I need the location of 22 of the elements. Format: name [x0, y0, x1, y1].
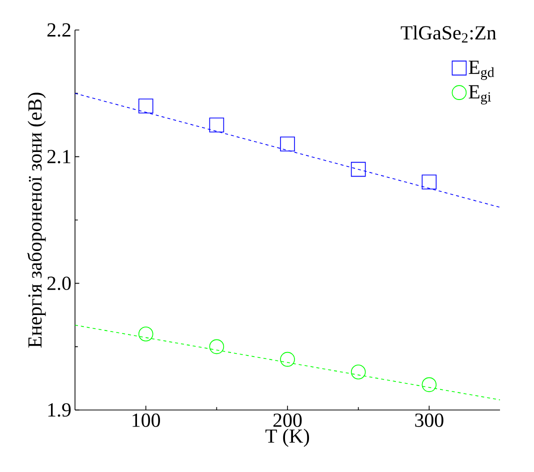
x-tick-label: 100 — [132, 414, 160, 427]
point — [350, 162, 366, 177]
point — [138, 326, 154, 342]
point — [422, 174, 437, 190]
legend-label: E$_{gi}$ — [468, 85, 491, 104]
x-tick-label: 200 — [273, 414, 302, 427]
point — [138, 98, 154, 114]
y-tick-label: 1.9 — [48, 403, 71, 417]
point — [209, 118, 224, 132]
x-axis-title: T (K) — [265, 428, 310, 447]
y-tick-label: 2.0 — [47, 276, 71, 290]
y-tick-label: 2.2 — [47, 23, 70, 37]
point — [209, 339, 224, 354]
y-tick-label: 2.1 — [47, 150, 70, 164]
point — [280, 352, 295, 367]
point — [422, 377, 437, 392]
x-tick-label: 300 — [415, 414, 444, 427]
point — [280, 136, 295, 152]
point — [350, 364, 366, 380]
chart-title: TlGaSe$_{2}$:Zn — [400, 26, 496, 42]
y-axis-title: Енергія забороненої зони (еВ) — [27, 92, 46, 348]
legend-label: E$_{gd}$ — [468, 60, 494, 80]
